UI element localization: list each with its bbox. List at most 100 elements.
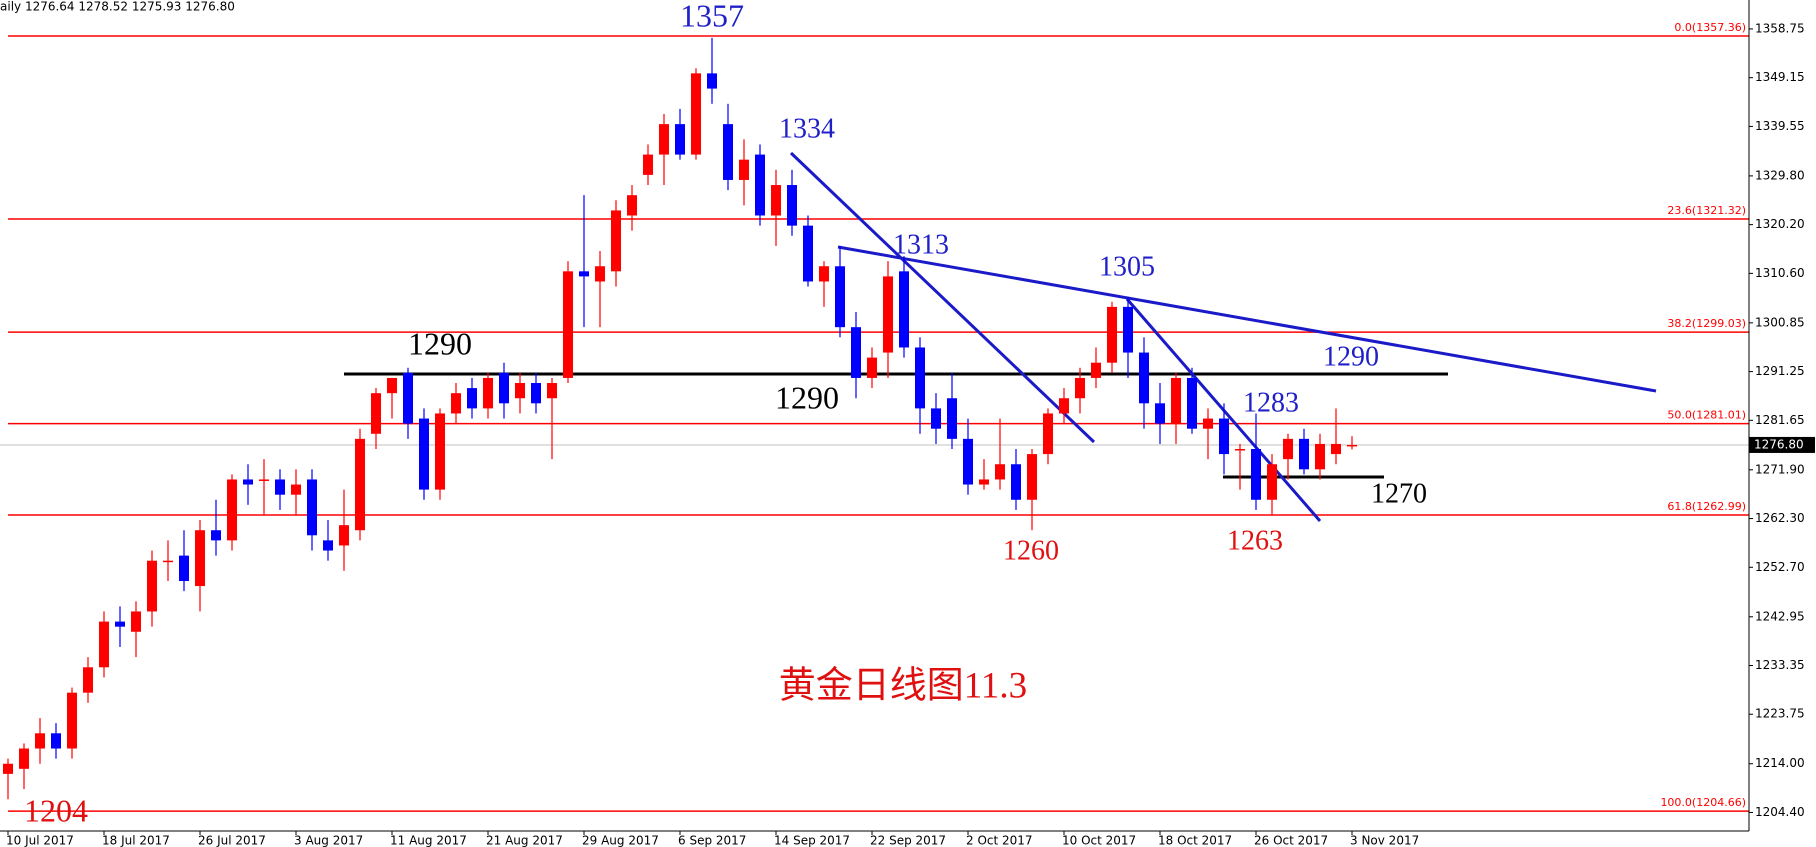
candle-body bbox=[1091, 362, 1101, 378]
candle-body bbox=[1139, 352, 1149, 404]
candle-body bbox=[1347, 444, 1357, 447]
candle-body bbox=[483, 377, 493, 409]
annotation: 1290 bbox=[1323, 341, 1379, 372]
x-tick-label: 14 Sep 2017 bbox=[774, 834, 850, 847]
candle-body bbox=[627, 195, 637, 216]
y-tick-label: 1358.75 bbox=[1755, 21, 1805, 35]
candle-body bbox=[1011, 464, 1021, 500]
candle-body bbox=[1123, 306, 1133, 353]
candle-body bbox=[1107, 306, 1117, 363]
x-tick-label: 10 Jul 2017 bbox=[6, 834, 74, 847]
y-tick-label: 1223.75 bbox=[1755, 707, 1805, 721]
candle-body bbox=[867, 357, 877, 378]
candle-body bbox=[787, 185, 797, 226]
candle-body bbox=[723, 124, 733, 180]
candle-body bbox=[819, 266, 829, 282]
y-tick-label: 1310.60 bbox=[1755, 266, 1805, 280]
candle-body bbox=[691, 73, 701, 155]
annotation: 1260 bbox=[1003, 535, 1059, 566]
last-price-box bbox=[1749, 436, 1815, 453]
candle-body bbox=[563, 271, 573, 378]
x-tick-label: 26 Jul 2017 bbox=[198, 834, 266, 847]
annotation: 1270 bbox=[1371, 478, 1427, 509]
annotation: 1357 bbox=[680, 0, 744, 33]
candle-body bbox=[851, 327, 861, 378]
candle-body bbox=[499, 372, 509, 404]
candle-body bbox=[467, 388, 477, 409]
candle-body bbox=[387, 377, 397, 394]
candle-body bbox=[131, 611, 141, 632]
last-price-label: 1276.80 bbox=[1754, 437, 1804, 451]
candle-body bbox=[355, 438, 365, 531]
x-tick-label: 3 Aug 2017 bbox=[294, 834, 363, 847]
candle-body bbox=[1155, 403, 1165, 424]
x-tick-label: 21 Aug 2017 bbox=[486, 834, 563, 847]
candle-body bbox=[643, 154, 653, 175]
candle-body bbox=[259, 479, 269, 481]
y-tick-label: 1281.65 bbox=[1755, 413, 1805, 427]
y-tick-label: 1291.25 bbox=[1755, 364, 1805, 378]
candle-body bbox=[835, 266, 845, 328]
y-tick-label: 1252.70 bbox=[1755, 560, 1805, 574]
candle-body bbox=[1235, 449, 1245, 451]
header: aily 1276.64 1278.52 1275.93 1276.80 bbox=[0, 0, 235, 14]
candle-body bbox=[963, 438, 973, 485]
fib-label: 50.0(1281.01) bbox=[1667, 409, 1746, 422]
candle-body bbox=[99, 621, 109, 668]
annotation: 1334 bbox=[779, 113, 835, 144]
candle-body bbox=[451, 393, 461, 414]
candle-body bbox=[323, 540, 333, 551]
x-tick-label: 6 Sep 2017 bbox=[678, 834, 746, 847]
candle-body bbox=[243, 479, 253, 485]
candle-body bbox=[771, 185, 781, 216]
candle-body bbox=[1251, 449, 1261, 500]
candle-body bbox=[1331, 443, 1341, 455]
y-tick-label: 1320.20 bbox=[1755, 217, 1805, 231]
candle-body bbox=[915, 347, 925, 409]
candle-body bbox=[1171, 377, 1181, 424]
candle-body bbox=[931, 408, 941, 429]
trend-line bbox=[837, 245, 1657, 393]
candle-body bbox=[675, 124, 685, 155]
annotation: 1313 bbox=[893, 229, 949, 260]
candle-body bbox=[1043, 413, 1053, 455]
candle-body bbox=[147, 560, 157, 612]
candle-body bbox=[899, 271, 909, 348]
candle-body bbox=[1027, 454, 1037, 500]
candle-body bbox=[979, 479, 989, 485]
candle-body bbox=[211, 530, 221, 541]
x-tick-label: 2 Oct 2017 bbox=[966, 834, 1033, 847]
candle-body bbox=[419, 418, 429, 490]
candle-body bbox=[403, 372, 413, 424]
candle-body bbox=[1219, 418, 1229, 455]
candle-body bbox=[19, 748, 29, 769]
trend-line bbox=[789, 151, 1096, 444]
candle-body bbox=[275, 479, 285, 495]
y-tick-label: 1300.85 bbox=[1755, 315, 1805, 329]
fib-label: 38.2(1299.03) bbox=[1667, 317, 1746, 330]
candle-body bbox=[179, 555, 189, 581]
candle-body bbox=[1203, 418, 1213, 429]
candle-body bbox=[883, 276, 893, 353]
annotation: 1290 bbox=[775, 379, 839, 415]
fib-label: 0.0(1357.36) bbox=[1674, 21, 1746, 34]
candle-body bbox=[339, 525, 349, 546]
candle-body bbox=[115, 621, 125, 627]
candle-body bbox=[371, 393, 381, 434]
candle-body bbox=[195, 530, 205, 587]
candle-body bbox=[35, 733, 45, 749]
candle-body bbox=[531, 383, 541, 404]
candle-body bbox=[83, 667, 93, 693]
fib-label: 100.0(1204.66) bbox=[1660, 796, 1746, 809]
y-tick-label: 1349.15 bbox=[1755, 70, 1805, 84]
candle-body bbox=[67, 692, 77, 749]
candle-body bbox=[227, 479, 237, 541]
x-tick-label: 11 Aug 2017 bbox=[390, 834, 467, 847]
candle-body bbox=[515, 383, 525, 399]
candle-body bbox=[659, 124, 669, 155]
candle-body bbox=[1059, 398, 1069, 414]
candle-body bbox=[1187, 377, 1197, 429]
candle-body bbox=[163, 560, 173, 563]
x-tick-label: 26 Oct 2017 bbox=[1254, 834, 1328, 847]
y-tick-label: 1214.00 bbox=[1755, 756, 1805, 770]
